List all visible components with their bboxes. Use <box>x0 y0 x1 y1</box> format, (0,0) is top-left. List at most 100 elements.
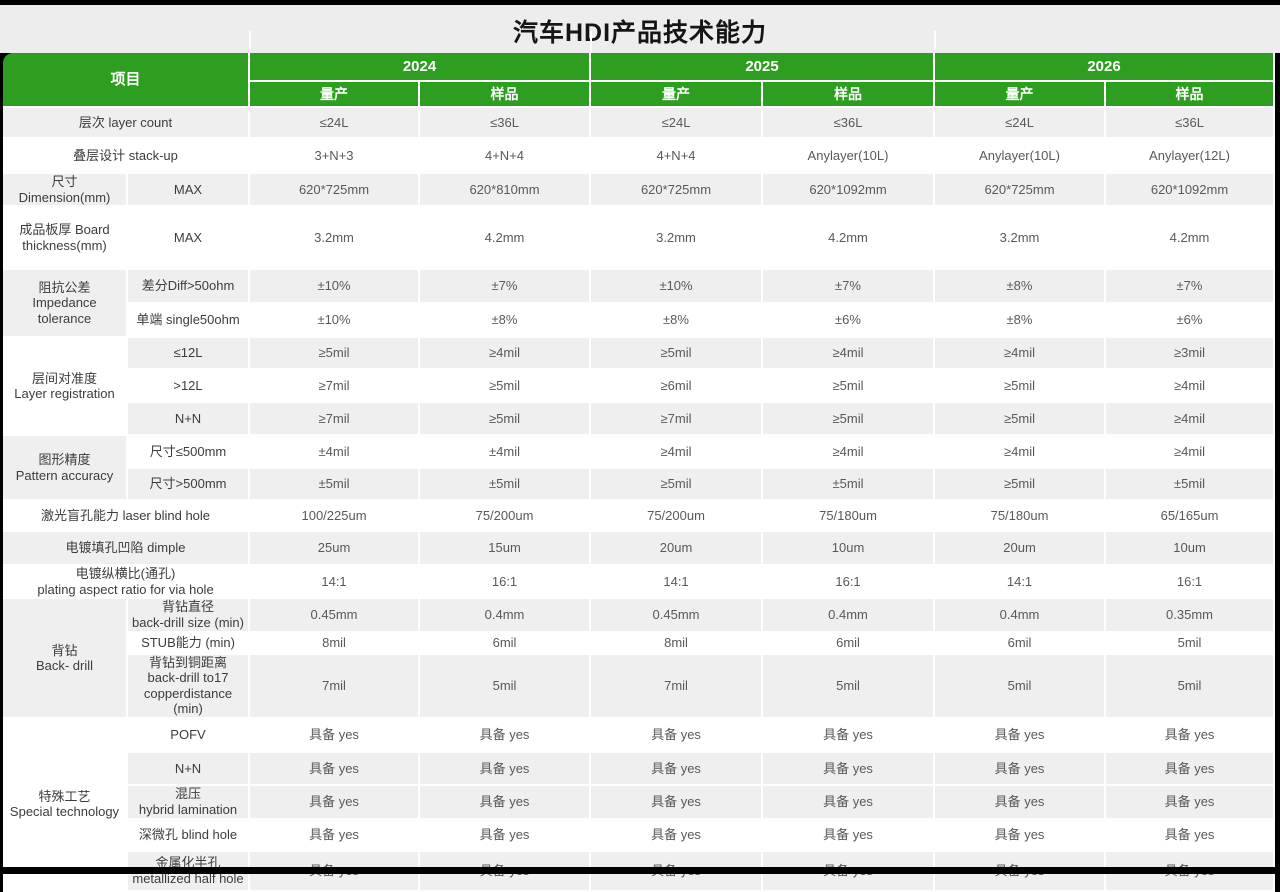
cell-value: Anylayer(10L) <box>935 139 1107 174</box>
cell-value: ≥4mil <box>1106 403 1276 437</box>
table-row: 背钻到铜距离 back-drill to17 copperdistance (m… <box>3 654 1276 719</box>
cell-value: 3+N+3 <box>250 139 421 174</box>
table-row: N+N ≥7mil ≥5mil ≥7mil ≥5mil ≥5mil ≥4mil <box>3 403 1276 437</box>
cell-value: ±7% <box>1106 270 1276 305</box>
table-row: 激光盲孔能力 laser blind hole 100/225um 75/200… <box>3 501 1276 533</box>
cell-value: 具备 yes <box>763 819 936 852</box>
table-row: 层间对准度 Layer registration ≤12L ≥5mil ≥4mi… <box>3 338 1276 437</box>
cell-value: ≥4mil <box>1106 436 1276 470</box>
cell-value: ±7% <box>420 270 592 305</box>
row-sublabel: 深微孔 blind hole <box>128 819 251 852</box>
cell-value: 具备 yes <box>591 718 764 753</box>
table-row: 叠层设计 stack-up 3+N+3 4+N+4 4+N+4 Anylayer… <box>3 139 1276 174</box>
row-sublabel: 差分Diff>50ohm <box>128 270 251 305</box>
table-row: 背钻 Back- drill 背钻直径 back-drill size (min… <box>3 599 1276 719</box>
cell-value: 0.4mm <box>420 599 592 633</box>
cell-value: ±8% <box>935 304 1107 339</box>
cell-value: ≥5mil <box>935 370 1107 404</box>
row-group-label: 特殊工艺 Special technology <box>3 718 128 892</box>
table-row: 特殊工艺 Special technology POFV 具备 yes 具备 y… <box>3 718 1276 892</box>
cell-value: 5mil <box>420 654 592 719</box>
cell-value: 具备 yes <box>250 785 421 820</box>
cell-value: 4+N+4 <box>591 139 764 174</box>
row-sublabel: 背钻直径 back-drill size (min) <box>128 599 251 633</box>
cell-value: ≥5mil <box>250 338 421 371</box>
column-divider <box>249 31 251 53</box>
cell-value: ≥4mil <box>1106 370 1276 404</box>
table-row: 图形精度 Pattern accuracy 尺寸≤500mm ±4mil ±4m… <box>3 436 1276 502</box>
cell-value: ≥5mil <box>591 469 764 502</box>
cell-value: ≥4mil <box>591 436 764 470</box>
cell-value: ±7% <box>763 270 936 305</box>
cell-value: 具备 yes <box>420 752 592 786</box>
cell-value: 75/200um <box>591 501 764 533</box>
cell-value: 6mil <box>420 632 592 655</box>
cell-value: 620*725mm <box>935 174 1107 208</box>
table-row: >12L ≥7mil ≥5mil ≥6mil ≥5mil ≥5mil ≥4mil <box>3 370 1276 404</box>
cell-value: 5mil <box>763 654 936 719</box>
cell-value: ≥5mil <box>763 370 936 404</box>
cell-value: 6mil <box>935 632 1107 655</box>
cell-value: Anylayer(10L) <box>763 139 936 174</box>
table-row: 电镀填孔凹陷 dimple 25um 15um 20um 10um 20um 1… <box>3 532 1276 567</box>
cell-value: ≤36L <box>1106 108 1276 139</box>
cell-value: ≥4mil <box>935 436 1107 470</box>
header-sample-2026: 样品 <box>1106 82 1276 108</box>
cell-value: 4+N+4 <box>420 139 592 174</box>
row-sublabel: 背钻到铜距离 back-drill to17 copperdistance (m… <box>128 654 251 719</box>
cell-value: ≥7mil <box>591 403 764 437</box>
table-row: 层次 layer count ≤24L ≤36L ≤24L ≤36L ≤24L … <box>3 108 1276 139</box>
cell-value: 14:1 <box>250 566 421 600</box>
row-label: 尺寸Dimension(mm) <box>3 174 128 208</box>
cell-value: ≥4mil <box>935 338 1107 371</box>
row-group-label: 图形精度 Pattern accuracy <box>3 436 128 502</box>
cell-value: 0.35mm <box>1106 599 1276 633</box>
cell-value: ±10% <box>591 270 764 305</box>
row-sublabel: ≤12L <box>128 338 251 371</box>
cell-value: 75/180um <box>935 501 1107 533</box>
row-group-label: 背钻 Back- drill <box>3 599 128 719</box>
cell-value: ≥7mil <box>250 370 421 404</box>
cell-value: 具备 yes <box>935 819 1107 852</box>
cell-value: 具备 yes <box>763 752 936 786</box>
cell-value: 620*725mm <box>250 174 421 208</box>
cell-value: 8mil <box>250 632 421 655</box>
table-row: 阻抗公差 Impedance tolerance 差分Diff>50ohm ±1… <box>3 270 1276 339</box>
cell-value: 具备 yes <box>1106 718 1276 753</box>
row-sublabel: 尺寸>500mm <box>128 469 251 502</box>
cell-value: ≤24L <box>591 108 764 139</box>
table-row: 尺寸Dimension(mm) MAX 620*725mm 620*810mm … <box>3 174 1276 208</box>
table-row: N+N 具备 yes 具备 yes 具备 yes 具备 yes 具备 yes 具… <box>3 752 1276 786</box>
row-sublabel: 混压 hybrid lamination <box>128 785 251 820</box>
cell-value: ±5mil <box>763 469 936 502</box>
cell-value: ±8% <box>591 304 764 339</box>
cell-value: 0.45mm <box>591 599 764 633</box>
header-mass-production-2025: 量产 <box>591 82 764 108</box>
cell-value: ≥7mil <box>250 403 421 437</box>
cell-value: 3.2mm <box>935 207 1107 271</box>
row-sublabel: STUB能力 (min) <box>128 632 251 655</box>
title-area: 汽车HDI产品技术能力 <box>0 5 1280 53</box>
cell-value: 65/165um <box>1106 501 1276 533</box>
cell-value: 25um <box>250 532 421 567</box>
cell-value: 具备 yes <box>935 718 1107 753</box>
cell-value: ≥5mil <box>935 469 1107 502</box>
cell-value: 具备 yes <box>1106 819 1276 852</box>
cell-value: 14:1 <box>591 566 764 600</box>
page-title: 汽车HDI产品技术能力 <box>512 19 768 47</box>
cell-value: 具备 yes <box>420 718 592 753</box>
bottom-frame-bar <box>0 867 1280 874</box>
column-divider <box>934 31 936 53</box>
cell-value: ≥5mil <box>420 403 592 437</box>
page: 汽车HDI产品技术能力 项目 2024 2025 2026 量产 样品 量产 样… <box>0 5 1280 892</box>
cell-value: 具备 yes <box>763 785 936 820</box>
cell-value: 0.45mm <box>250 599 421 633</box>
cell-value: 14:1 <box>935 566 1107 600</box>
row-label: 激光盲孔能力 laser blind hole <box>3 501 251 533</box>
cell-value: 0.4mm <box>935 599 1107 633</box>
cell-value: 16:1 <box>763 566 936 600</box>
cell-value: ≤24L <box>935 108 1107 139</box>
row-group-label: 层间对准度 Layer registration <box>3 338 128 437</box>
cell-value: 75/180um <box>763 501 936 533</box>
table-row: STUB能力 (min) 8mil 6mil 8mil 6mil 6mil 5m… <box>3 632 1276 655</box>
